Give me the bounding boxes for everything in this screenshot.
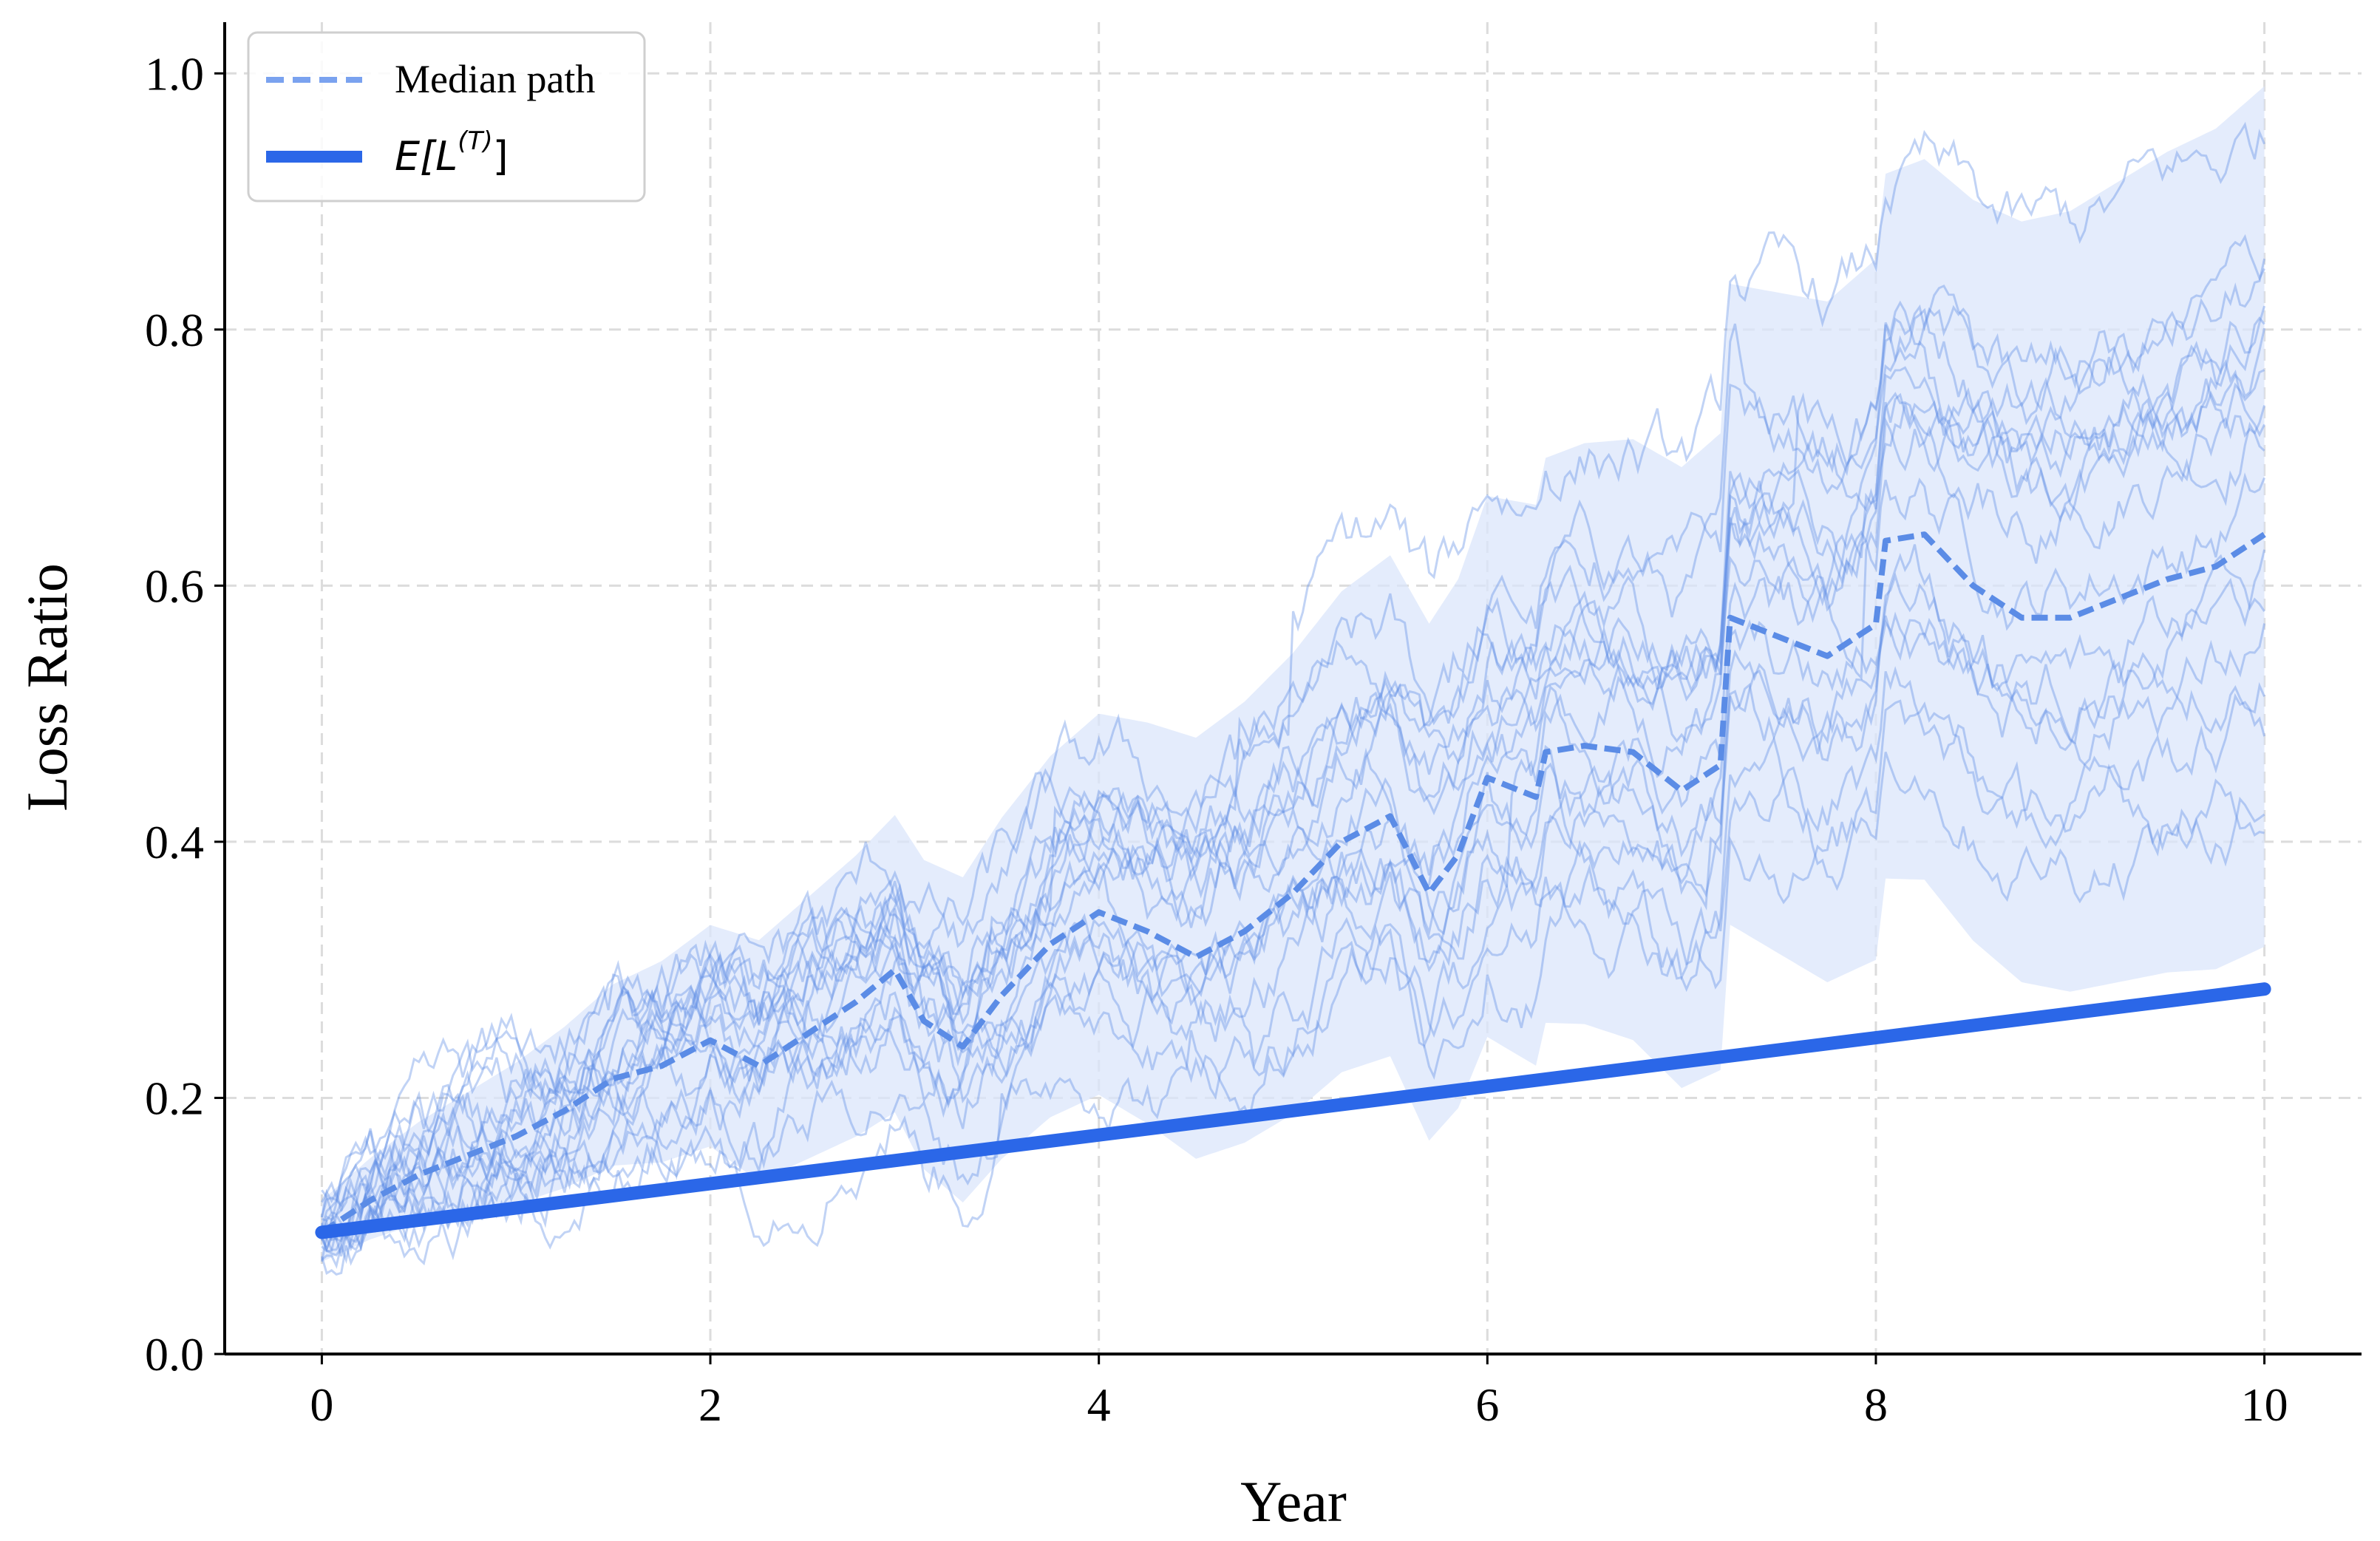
uncertainty-band <box>322 86 2265 1262</box>
x-tick-label: 6 <box>1475 1378 1499 1431</box>
simulated-path <box>321 305 2266 1253</box>
y-tick-label: 0.6 <box>145 559 204 612</box>
simulated-path <box>320 369 2265 1218</box>
simulated-paths <box>320 121 2266 1276</box>
simulated-path <box>321 307 2265 1216</box>
x-tick-label: 0 <box>310 1378 333 1431</box>
legend-expected-end: ] <box>493 133 509 180</box>
y-axis-title: Loss Ratio <box>15 563 79 812</box>
simulated-path <box>320 666 2266 1241</box>
expected-layer <box>315 982 2271 1239</box>
legend: Median path E[L(T)] <box>247 31 646 203</box>
x-axis-title: Year <box>1240 1469 1347 1534</box>
x-tick-label: 10 <box>2241 1378 2288 1431</box>
simulated-path <box>321 544 2266 1252</box>
x-tick-label: 4 <box>1087 1378 1111 1431</box>
y-tick-label: 0.4 <box>145 816 204 868</box>
y-tick-label: 1.0 <box>145 47 204 100</box>
median-layer <box>320 531 2266 1235</box>
x-tick-label: 8 <box>1864 1378 1888 1431</box>
median-path-line <box>320 531 2266 1235</box>
simulated-path <box>320 234 2265 1251</box>
simulated-path <box>321 752 2265 1253</box>
y-tick-label: 0.2 <box>145 1072 204 1124</box>
y-ticks: 0.0 0.2 0.4 0.6 0.8 1.0 <box>145 47 225 1381</box>
simulated-path <box>320 327 2266 1228</box>
simulated-path <box>320 472 2265 1251</box>
simulated-path <box>321 549 2266 1261</box>
legend-expected-sup: (T) <box>458 126 492 156</box>
y-tick-label: 0.8 <box>145 304 204 356</box>
x-ticks: 0 2 4 6 8 10 <box>310 1354 2288 1431</box>
legend-expected-base: E[L <box>395 133 458 180</box>
band-layer <box>322 86 2265 1262</box>
expected-loss-line <box>315 982 2271 1239</box>
simulated-path <box>321 336 2265 1203</box>
simulated-path <box>321 258 2266 1252</box>
x-tick-label: 2 <box>698 1378 722 1431</box>
simulated-path <box>320 121 2265 1218</box>
legend-median-label: Median path <box>395 57 595 101</box>
simulated-path <box>320 402 2266 1266</box>
simulated-path <box>320 554 2265 1276</box>
simulated-path <box>321 358 2265 1239</box>
simulated-path <box>321 699 2265 1269</box>
legend-expected-label: E[L(T)] <box>395 126 509 180</box>
y-tick-label: 0.0 <box>145 1328 204 1381</box>
